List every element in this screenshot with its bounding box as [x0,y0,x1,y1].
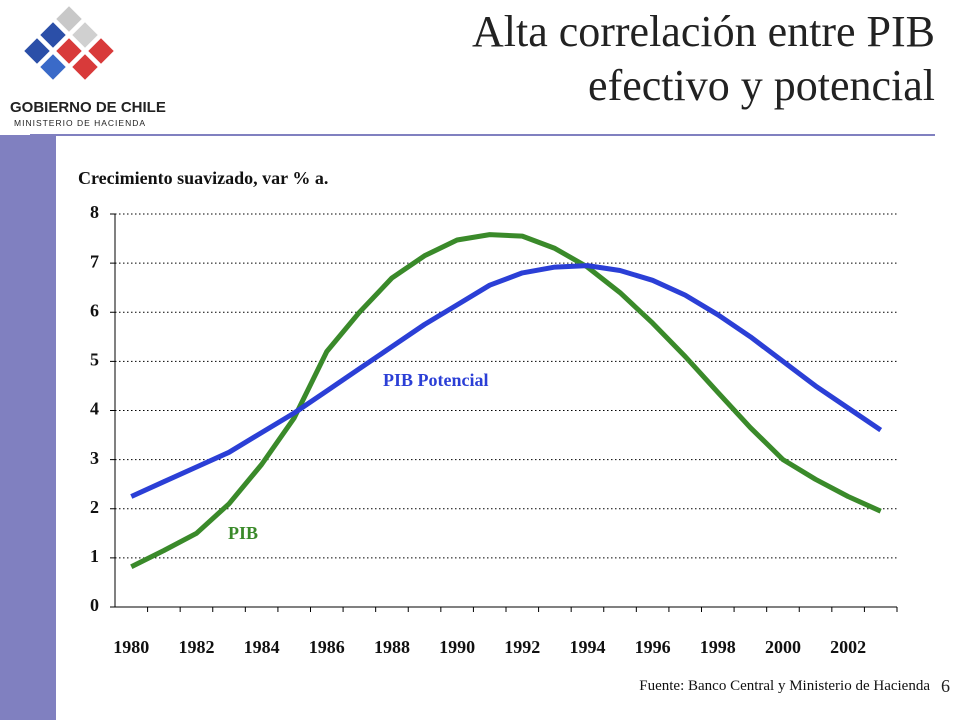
y-tick-label: 0 [90,595,99,615]
x-tick-label: 1988 [374,637,410,657]
x-tick-label: 1984 [244,637,280,657]
source-note: Fuente: Banco Central y Ministerio de Ha… [639,678,930,694]
x-tick-label: 1992 [504,637,540,657]
y-tick-label: 3 [90,448,99,468]
y-tick-label: 5 [90,350,99,370]
series-label: PIB [228,523,258,543]
series-line [130,263,883,499]
y-tick-label: 6 [90,300,99,320]
y-tick-label: 2 [90,497,99,517]
y-tick-label: 7 [90,251,99,271]
page-number: 6 [941,676,950,696]
side-bar [0,135,56,720]
x-tick-label: 1986 [309,637,345,657]
series-line [130,232,882,569]
series-label: PIB Potencial [383,370,489,390]
title-line: efectivo y potencial [588,61,935,110]
y-tick-label: 4 [90,399,99,419]
y-tick-label: 1 [90,546,99,566]
x-tick-label: 1996 [635,637,671,657]
x-tick-label: 1990 [439,637,475,657]
x-tick-label: 1982 [178,637,214,657]
chart-subtitle: Crecimiento suavizado, var % a. [78,168,328,188]
logo-ministry: MINISTERIO DE HACIENDA [14,118,146,128]
y-tick-label: 8 [90,202,99,222]
x-tick-label: 2002 [830,637,866,657]
x-tick-label: 1998 [700,637,736,657]
x-tick-label: 1980 [113,637,149,657]
logo-mark [24,6,114,80]
x-tick-label: 1994 [569,637,605,657]
x-tick-label: 2000 [765,637,801,657]
logo-name: GOBIERNO DE CHILE [10,99,166,116]
title-line: Alta correlación entre PIB [472,7,935,56]
